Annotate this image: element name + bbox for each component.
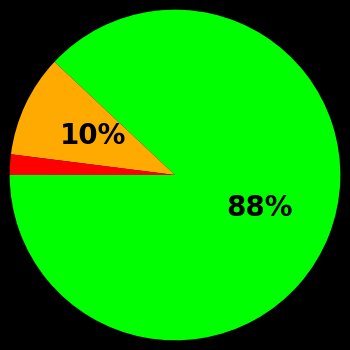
Text: 88%: 88% <box>226 195 293 223</box>
Wedge shape <box>11 62 175 175</box>
Text: 10%: 10% <box>60 122 126 150</box>
Wedge shape <box>10 154 175 175</box>
Wedge shape <box>10 10 340 340</box>
